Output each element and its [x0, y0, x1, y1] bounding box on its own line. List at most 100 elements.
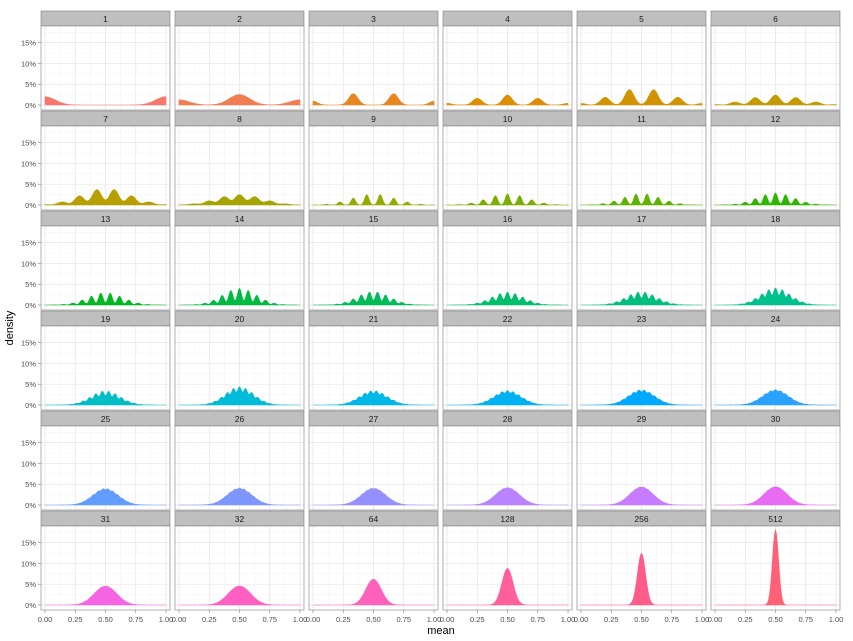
facet-strip-label: 27	[369, 414, 379, 424]
facet-strip-label: 16	[503, 214, 513, 224]
panel-border	[40, 125, 171, 211]
facet-panel: 13 0% 5% 10% 15%	[21, 210, 171, 311]
facet-strip-label: 4	[505, 14, 510, 24]
x-tick-label: 0.00	[440, 615, 455, 624]
y-tick-label: 5%	[25, 380, 36, 389]
x-tick-label: 0.75	[128, 615, 143, 624]
panel-border	[710, 25, 841, 111]
facet-strip-label: 256	[634, 514, 648, 524]
panel-border	[40, 25, 171, 111]
density-area	[580, 193, 703, 206]
panel-border	[174, 25, 305, 111]
density-area	[45, 585, 166, 606]
y-tick-label: 10%	[21, 59, 36, 68]
x-axis-label: mean	[427, 625, 455, 637]
facet-strip-label: 128	[500, 514, 514, 524]
y-tick-label: 10%	[21, 459, 36, 468]
panel-border	[308, 325, 439, 411]
density-area	[178, 94, 301, 106]
facet-strip-label: 14	[235, 214, 245, 224]
panel-border	[710, 425, 841, 511]
panel-border	[308, 125, 439, 211]
facet-panel: 9	[308, 110, 439, 211]
facet-panel: 128 0.00 0.25 0.50 0.75 1.00	[440, 510, 576, 624]
facet-panel: 12	[710, 110, 841, 211]
density-area	[447, 390, 568, 406]
density-area	[714, 192, 837, 206]
x-tick-label: 0.00	[306, 615, 321, 624]
panel-border	[710, 125, 841, 211]
facet-strip-label: 31	[101, 514, 111, 524]
facet-strip-label: 24	[771, 314, 781, 324]
density-area	[447, 487, 568, 506]
panel-border	[576, 125, 707, 211]
facet-strip-label: 32	[235, 514, 245, 524]
facet-strip-label: 28	[503, 414, 513, 424]
facet-panel: 18	[710, 210, 841, 311]
density-area	[715, 486, 836, 506]
panel-border	[308, 25, 439, 111]
facet-panel: 16	[442, 210, 573, 311]
density-area	[179, 287, 300, 306]
y-tick-label: 10%	[21, 159, 36, 168]
density-area	[715, 389, 836, 406]
y-tick-label: 0%	[25, 601, 36, 610]
facet-panel: 23	[576, 310, 707, 411]
density-area	[581, 552, 702, 606]
facet-strip-label: 64	[369, 514, 379, 524]
facet-strip-label: 22	[503, 314, 513, 324]
facet-strip-label: 29	[637, 414, 647, 424]
x-tick-label: 0.25	[470, 615, 485, 624]
y-tick-label: 5%	[25, 480, 36, 489]
panel-border	[40, 425, 171, 511]
y-tick-label: 15%	[21, 439, 36, 448]
y-tick-label: 5%	[25, 580, 36, 589]
x-tick-label: 0.75	[798, 615, 813, 624]
facet-panel: 6	[710, 10, 841, 111]
facet-panel: 21	[308, 310, 439, 411]
facet-panel: 512 0.00 0.25 0.50 0.75 1.00	[708, 510, 844, 624]
x-tick-label: 0.25	[68, 615, 83, 624]
y-tick-label: 0%	[25, 201, 36, 210]
facet-strip-label: 30	[771, 414, 781, 424]
density-area	[312, 194, 435, 206]
panel-border	[174, 125, 305, 211]
y-tick-label: 15%	[21, 339, 36, 348]
facet-panel: 14	[174, 210, 305, 311]
y-tick-label: 15%	[21, 139, 36, 148]
facet-strip-label: 5	[639, 14, 644, 24]
y-tick-label: 5%	[25, 80, 36, 89]
panel-border	[308, 425, 439, 511]
facet-panel: 5	[576, 10, 707, 111]
density-area	[44, 96, 167, 106]
y-tick-label: 0%	[25, 301, 36, 310]
panel-border	[442, 25, 573, 111]
facet-strip-label: 13	[101, 214, 111, 224]
x-tick-label: 1.00	[829, 615, 844, 624]
x-tick-label: 0.25	[738, 615, 753, 624]
density-area	[581, 486, 702, 506]
facet-panel: 25 0% 5% 10% 15%	[21, 410, 171, 511]
x-tick-label: 1.00	[561, 615, 576, 624]
facet-strip-label: 19	[101, 314, 111, 324]
x-tick-label: 1.00	[293, 615, 308, 624]
density-area	[179, 386, 300, 406]
panel-border	[710, 325, 841, 411]
y-tick-label: 0%	[25, 401, 36, 410]
x-tick-label: 0.00	[708, 615, 723, 624]
x-tick-label: 0.50	[634, 615, 649, 624]
facet-panel: 7 0% 5% 10% 15%	[21, 110, 171, 211]
facet-strip-label: 18	[771, 214, 781, 224]
x-tick-label: 0.25	[336, 615, 351, 624]
y-tick-label: 5%	[25, 180, 36, 189]
x-tick-label: 1.00	[427, 615, 442, 624]
facet-panel: 15	[308, 210, 439, 311]
facet-panel: 32 0.00 0.25 0.50 0.75 1.00	[172, 510, 308, 624]
facet-panel: 17	[576, 210, 707, 311]
facet-panel: 26	[174, 410, 305, 511]
facet-strip-label: 23	[637, 314, 647, 324]
y-tick-label: 10%	[21, 259, 36, 268]
panel-border	[174, 225, 305, 311]
density-area	[179, 487, 300, 506]
